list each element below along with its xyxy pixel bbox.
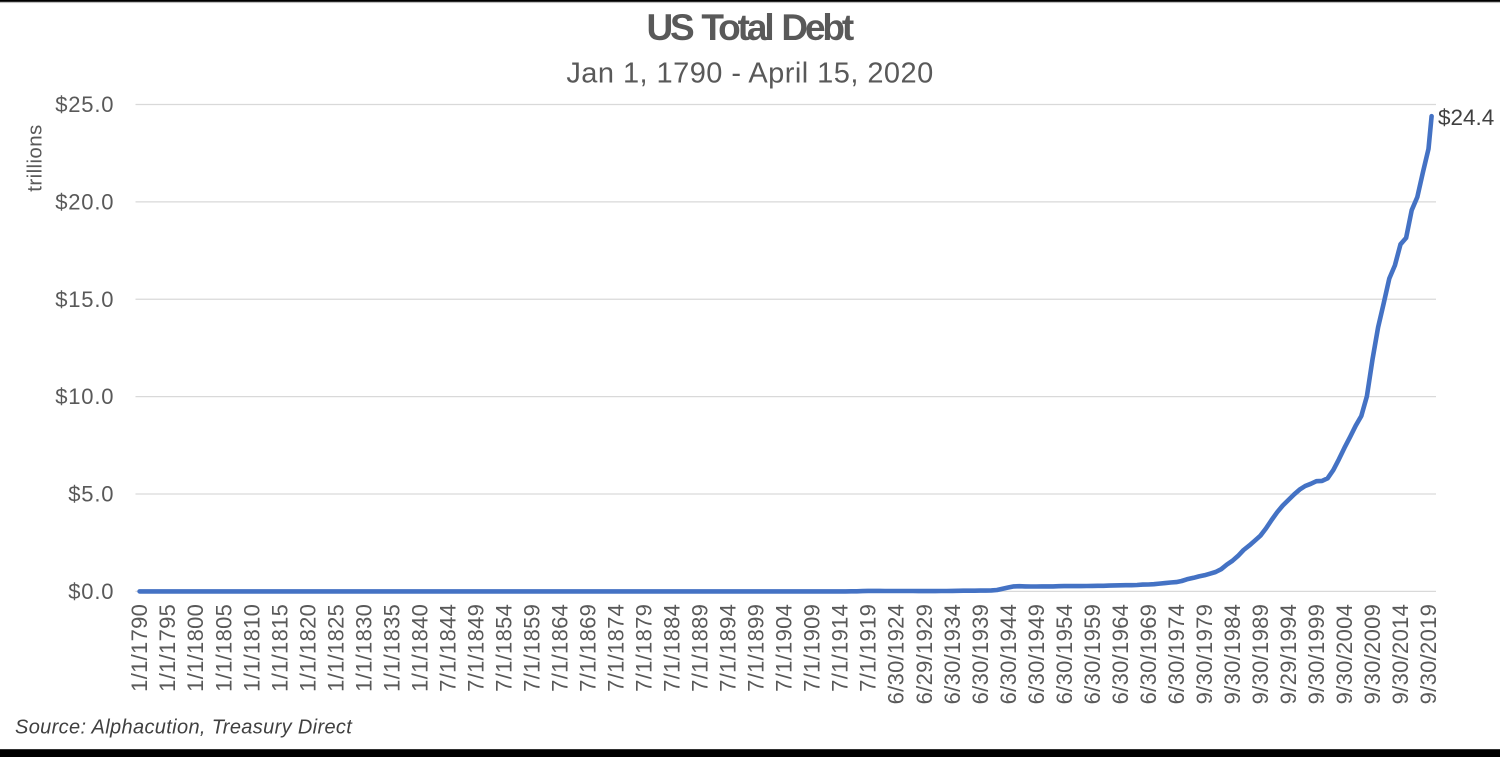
svg-text:6/30/1944: 6/30/1944 (996, 604, 1021, 705)
svg-text:Jan 1, 1790 - April 15, 2020: Jan 1, 1790 - April 15, 2020 (566, 58, 933, 90)
svg-text:7/1/1859: 7/1/1859 (520, 604, 545, 692)
svg-text:$24.4: $24.4 (1438, 105, 1494, 130)
svg-text:9/30/2009: 9/30/2009 (1360, 604, 1385, 705)
svg-text:1/1/1805: 1/1/1805 (211, 604, 236, 692)
svg-text:$15.0: $15.0 (55, 287, 114, 312)
svg-text:9/29/1994: 9/29/1994 (1276, 604, 1301, 705)
svg-text:1/1/1795: 1/1/1795 (155, 604, 180, 692)
svg-text:6/30/1954: 6/30/1954 (1052, 604, 1077, 705)
svg-text:$5.0: $5.0 (68, 482, 114, 507)
svg-text:7/1/1889: 7/1/1889 (688, 604, 713, 692)
svg-text:$25.0: $25.0 (55, 92, 114, 117)
svg-text:Source: Alphacution, Treasury: Source: Alphacution, Treasury Direct (15, 717, 353, 739)
svg-text:9/30/1999: 9/30/1999 (1304, 604, 1329, 705)
svg-text:6/30/1939: 6/30/1939 (968, 604, 993, 705)
svg-text:6/30/1964: 6/30/1964 (1108, 604, 1133, 705)
svg-text:6/30/1974: 6/30/1974 (1164, 604, 1189, 705)
svg-text:6/30/1969: 6/30/1969 (1136, 604, 1161, 705)
svg-text:$20.0: $20.0 (55, 190, 114, 215)
svg-text:7/1/1844: 7/1/1844 (435, 604, 460, 692)
svg-text:1/1/1800: 1/1/1800 (183, 604, 208, 692)
svg-text:9/30/1984: 9/30/1984 (1220, 604, 1245, 705)
svg-text:7/1/1919: 7/1/1919 (856, 604, 881, 692)
svg-text:6/30/1959: 6/30/1959 (1080, 604, 1105, 705)
svg-text:1/1/1825: 1/1/1825 (323, 604, 348, 692)
svg-text:7/1/1914: 7/1/1914 (828, 604, 853, 692)
svg-text:6/30/1924: 6/30/1924 (884, 604, 909, 705)
svg-text:1/1/1830: 1/1/1830 (351, 604, 376, 692)
svg-text:1/1/1835: 1/1/1835 (379, 604, 404, 692)
svg-text:1/1/1840: 1/1/1840 (407, 604, 432, 692)
svg-text:1/1/1820: 1/1/1820 (295, 604, 320, 692)
svg-text:6/29/1929: 6/29/1929 (912, 604, 937, 705)
svg-text:7/1/1874: 7/1/1874 (604, 604, 629, 692)
svg-text:1/1/1790: 1/1/1790 (127, 604, 152, 692)
svg-text:9/30/1979: 9/30/1979 (1192, 604, 1217, 705)
svg-text:7/1/1884: 7/1/1884 (660, 604, 685, 692)
svg-text:9/30/1989: 9/30/1989 (1248, 604, 1273, 705)
svg-text:6/30/1949: 6/30/1949 (1024, 604, 1049, 705)
svg-text:7/1/1909: 7/1/1909 (800, 604, 825, 692)
svg-text:7/1/1854: 7/1/1854 (492, 604, 517, 692)
svg-text:7/1/1904: 7/1/1904 (772, 604, 797, 692)
svg-text:7/1/1899: 7/1/1899 (744, 604, 769, 692)
svg-text:$10.0: $10.0 (55, 384, 114, 409)
svg-text:7/1/1869: 7/1/1869 (576, 604, 601, 692)
svg-text:1/1/1810: 1/1/1810 (239, 604, 264, 692)
svg-text:trillions: trillions (23, 124, 46, 191)
svg-text:6/30/1934: 6/30/1934 (940, 604, 965, 705)
svg-text:9/30/2014: 9/30/2014 (1388, 604, 1413, 705)
svg-text:7/1/1849: 7/1/1849 (463, 604, 488, 692)
svg-text:1/1/1815: 1/1/1815 (267, 604, 292, 692)
svg-text:9/30/2004: 9/30/2004 (1332, 604, 1357, 705)
svg-text:7/1/1894: 7/1/1894 (716, 604, 741, 692)
svg-text:US Total Debt: US Total Debt (646, 7, 853, 48)
svg-text:$0.0: $0.0 (68, 579, 114, 604)
svg-text:9/30/2019: 9/30/2019 (1416, 604, 1441, 705)
svg-text:7/1/1864: 7/1/1864 (548, 604, 573, 692)
svg-text:7/1/1879: 7/1/1879 (632, 604, 657, 692)
